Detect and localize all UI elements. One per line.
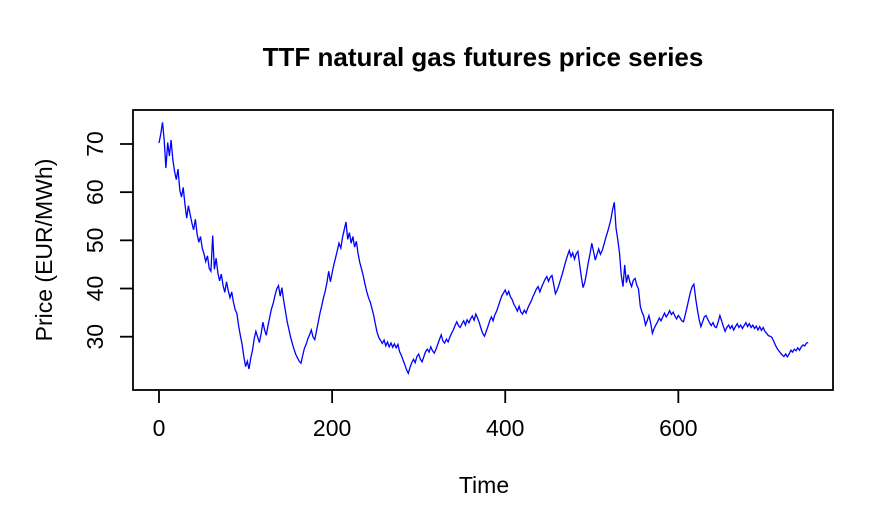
y-axis-label: Price (EUR/MWh) xyxy=(31,159,57,342)
y-tick-label: 70 xyxy=(82,131,108,157)
x-axis-label: Time xyxy=(459,472,509,498)
x-tick-label: 600 xyxy=(659,415,697,441)
y-tick-label: 30 xyxy=(82,324,108,350)
x-tick-label: 400 xyxy=(486,415,524,441)
x-axis-ticks: 0 200 400 600 xyxy=(153,390,698,441)
chart-title: TTF natural gas futures price series xyxy=(263,42,704,72)
plot-box xyxy=(132,109,834,391)
x-tick-label: 0 xyxy=(153,415,166,441)
y-tick-label: 40 xyxy=(82,276,108,302)
y-axis-ticks: 30 40 50 60 70 xyxy=(82,131,133,349)
y-tick-label: 50 xyxy=(82,228,108,254)
x-tick-label: 200 xyxy=(313,415,351,441)
y-tick-label: 60 xyxy=(82,179,108,205)
price-line xyxy=(158,122,809,376)
